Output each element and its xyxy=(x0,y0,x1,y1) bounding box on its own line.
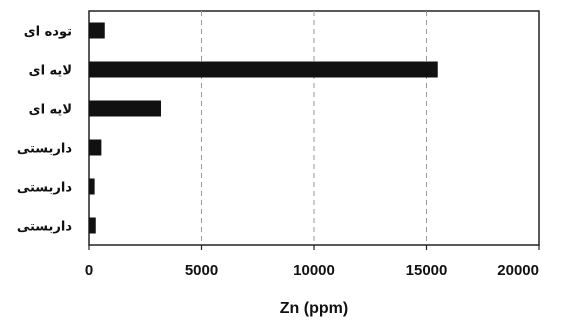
category-label-2: لایه ای xyxy=(29,64,72,79)
category-label-5: داربستی xyxy=(17,181,73,196)
x-tick-label-5000: 5000 xyxy=(185,262,218,279)
bar-4 xyxy=(89,139,102,156)
x-tick-label-20000: 20000 xyxy=(497,262,539,279)
gridlines xyxy=(201,11,427,245)
category-label-1: توده ای xyxy=(24,25,72,40)
bar-2 xyxy=(89,61,438,78)
bar-1 xyxy=(89,22,105,39)
x-tick-label-0: 0 xyxy=(85,262,93,279)
category-label-4: داربستی xyxy=(17,142,73,157)
x-tick-labels: 0 5000 10000 15000 20000 xyxy=(85,245,540,279)
category-labels: توده ای لایه ای لایه ای داربستی داربستی داربس… xyxy=(17,25,73,235)
x-tick-label-10000: 10000 xyxy=(293,262,335,279)
bar-3 xyxy=(89,100,161,117)
category-label-3: لایه ای xyxy=(29,103,72,118)
bar-6 xyxy=(89,217,96,234)
bar-5 xyxy=(89,178,95,195)
x-tick-label-15000: 15000 xyxy=(406,262,448,279)
category-label-6: داربستی xyxy=(17,220,73,235)
x-axis-title: Zn (ppm) xyxy=(280,300,348,317)
bars xyxy=(89,22,438,234)
